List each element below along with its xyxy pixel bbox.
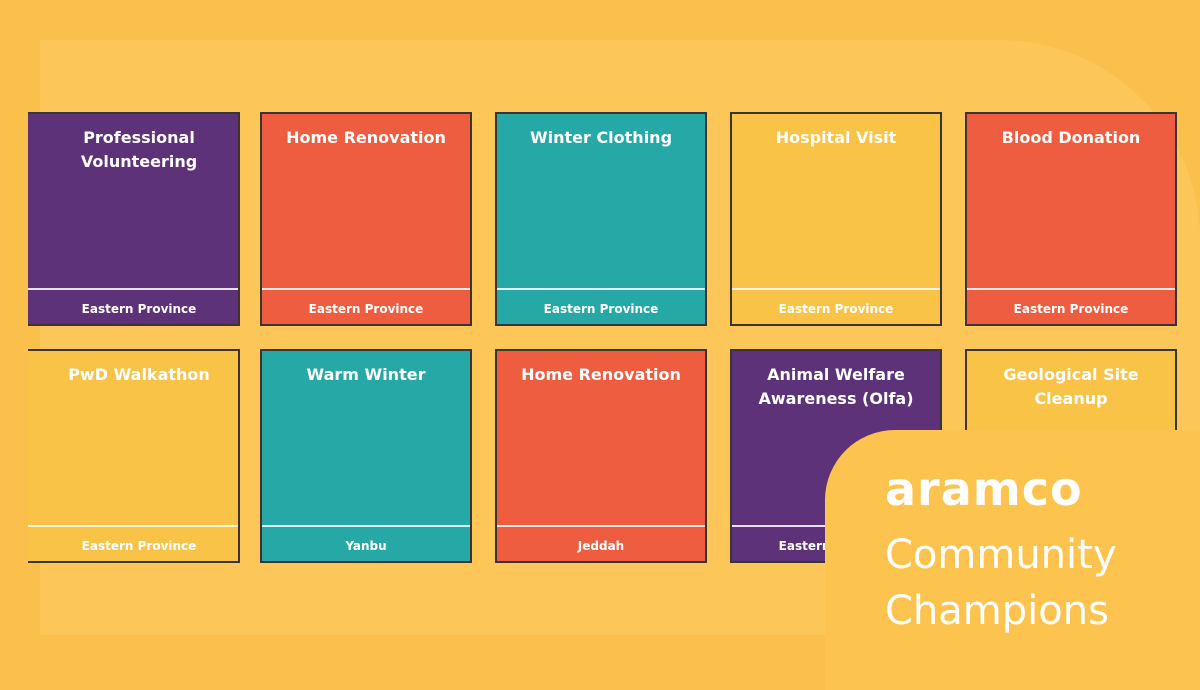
- activity-card: PwD Walkathon Eastern Province: [28, 349, 240, 563]
- ground-line: [732, 288, 940, 290]
- ground-line: [497, 288, 705, 290]
- card-title: Winter Clothing: [529, 128, 673, 147]
- card-title: Professional Volunteering: [80, 128, 198, 171]
- brand-badge: [825, 430, 1200, 690]
- tagline: Champions: [885, 588, 1109, 634]
- ground-line: [262, 525, 470, 527]
- activity-card: Hospital Visit Eastern Province: [730, 112, 942, 326]
- activity-card: Blood Donation Eastern Province: [965, 112, 1177, 326]
- card-location: Yanbu: [345, 539, 387, 553]
- ground-line: [262, 288, 470, 290]
- activity-card: Home Renovation Eastern Province: [260, 112, 472, 326]
- activity-card: Winter Clothing Eastern Province: [495, 112, 707, 326]
- ground-line: [28, 525, 238, 527]
- activity-card: Home Renovation Jeddah: [495, 349, 707, 563]
- card-title: Blood Donation: [1001, 128, 1141, 147]
- card-location: Eastern Province: [778, 302, 894, 316]
- ground-line: [967, 288, 1175, 290]
- ground-line: [28, 288, 238, 290]
- card-location: Eastern Province: [543, 302, 659, 316]
- card-location: Eastern Province: [81, 539, 197, 553]
- card-location: Eastern Province: [308, 302, 424, 316]
- card-title: Home Renovation: [286, 128, 446, 147]
- card-location: Jeddah: [577, 539, 625, 553]
- activity-card: Professional Volunteering Eastern Provinc…: [28, 112, 240, 326]
- card-title: Home Renovation: [521, 365, 681, 384]
- logo: aramco: [885, 462, 1083, 516]
- tagline: Community: [885, 532, 1117, 578]
- activity-card: Warm Winter Yanbu: [260, 349, 472, 563]
- card-location: Eastern Province: [1013, 302, 1129, 316]
- card-location: Eastern Province: [81, 302, 197, 316]
- card-title: Warm Winter: [306, 365, 426, 384]
- ground-line: [497, 525, 705, 527]
- card-title: Geological Site Cleanup: [1003, 365, 1139, 408]
- card-title: Animal Welfare Awareness (Olfa): [758, 365, 914, 408]
- card-title: Hospital Visit: [775, 128, 897, 147]
- page: Professional Volunteering Eastern Provinc…: [28, 40, 1200, 635]
- card-title: PwD Walkathon: [68, 365, 210, 384]
